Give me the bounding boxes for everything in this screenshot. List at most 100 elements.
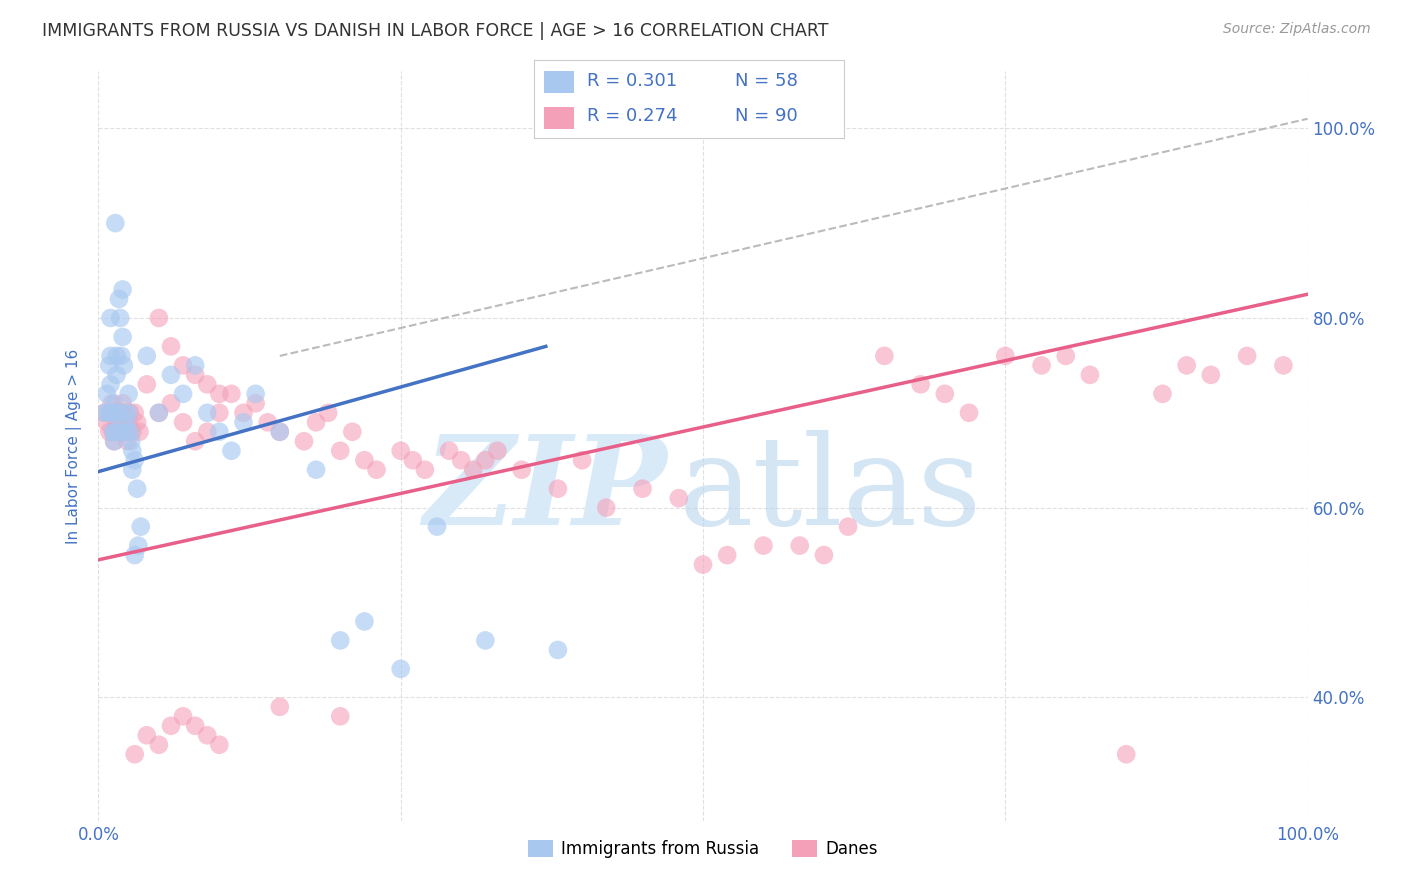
Point [329,709,352,723]
Text: IMMIGRANTS FROM RUSSIA VS DANISH IN LABOR FORCE | AGE > 16 CORRELATION CHART: IMMIGRANTS FROM RUSSIA VS DANISH IN LABO… [42,22,828,40]
Point [101,425,124,439]
Point [121,463,143,477]
Point [957,406,980,420]
Point [208,425,231,439]
Point [160,368,183,382]
Point [93,406,115,420]
Point [100,396,122,410]
Point [110,349,132,363]
Point [426,519,449,533]
Point [114,406,136,420]
Point [160,396,183,410]
Point [463,463,485,477]
Point [135,349,157,363]
Point [148,738,170,752]
Point [135,377,157,392]
Point [148,406,170,420]
Point [366,463,388,477]
Point [1236,349,1258,363]
Point [104,425,127,439]
Point [269,699,291,714]
Point [112,359,135,373]
Point [98,359,121,373]
Point [100,406,122,420]
Point [107,425,129,439]
Point [96,415,118,429]
Point [329,443,352,458]
Point [114,406,136,420]
Point [105,349,128,363]
Point [148,406,170,420]
Bar [544,107,575,128]
Point [195,728,218,742]
Point [752,539,775,553]
Point [486,443,509,458]
Point [342,425,364,439]
Point [716,548,738,562]
Point [245,387,267,401]
Point [108,310,131,325]
Point [413,463,436,477]
Text: ZIP: ZIP [423,430,666,552]
Point [148,310,170,325]
Point [96,387,118,401]
Point [195,406,218,420]
Legend: Immigrants from Russia, Danes: Immigrants from Russia, Danes [522,833,884,864]
Point [353,615,375,629]
Point [292,434,315,449]
Point [184,719,207,733]
Point [184,359,207,373]
Point [93,406,115,420]
Point [389,443,412,458]
Point [1031,359,1053,373]
Point [316,406,339,420]
Point [1272,359,1295,373]
Point [789,539,811,553]
Point [103,434,125,449]
Point [129,519,152,533]
Point [118,415,141,429]
Point [208,406,231,420]
Point [595,500,617,515]
Point [221,443,243,458]
Point [115,425,138,439]
Point [135,728,157,742]
Point [184,368,207,382]
Point [305,415,328,429]
Point [118,406,141,420]
Point [111,330,134,344]
Point [111,396,134,410]
Point [208,738,231,752]
Point [245,396,267,410]
Point [124,747,146,762]
Point [692,558,714,572]
Point [124,548,146,562]
Point [837,519,859,533]
Point [1115,747,1137,762]
Point [208,387,231,401]
Point [118,406,141,420]
Point [127,415,149,429]
Point [100,310,122,325]
Point [117,425,139,439]
Point [547,643,569,657]
Point [121,443,143,458]
Point [107,425,129,439]
Point [389,662,412,676]
Point [232,415,254,429]
Point [873,349,896,363]
Y-axis label: In Labor Force | Age > 16: In Labor Force | Age > 16 [66,349,83,543]
Point [813,548,835,562]
Point [450,453,472,467]
Point [108,406,131,420]
Point [1152,387,1174,401]
Point [172,359,194,373]
Text: N = 58: N = 58 [735,72,799,90]
Point [117,434,139,449]
Text: N = 90: N = 90 [735,107,799,125]
Text: Source: ZipAtlas.com: Source: ZipAtlas.com [1223,22,1371,37]
Text: R = 0.274: R = 0.274 [586,107,678,125]
Point [110,406,132,420]
Point [1199,368,1222,382]
Point [547,482,569,496]
